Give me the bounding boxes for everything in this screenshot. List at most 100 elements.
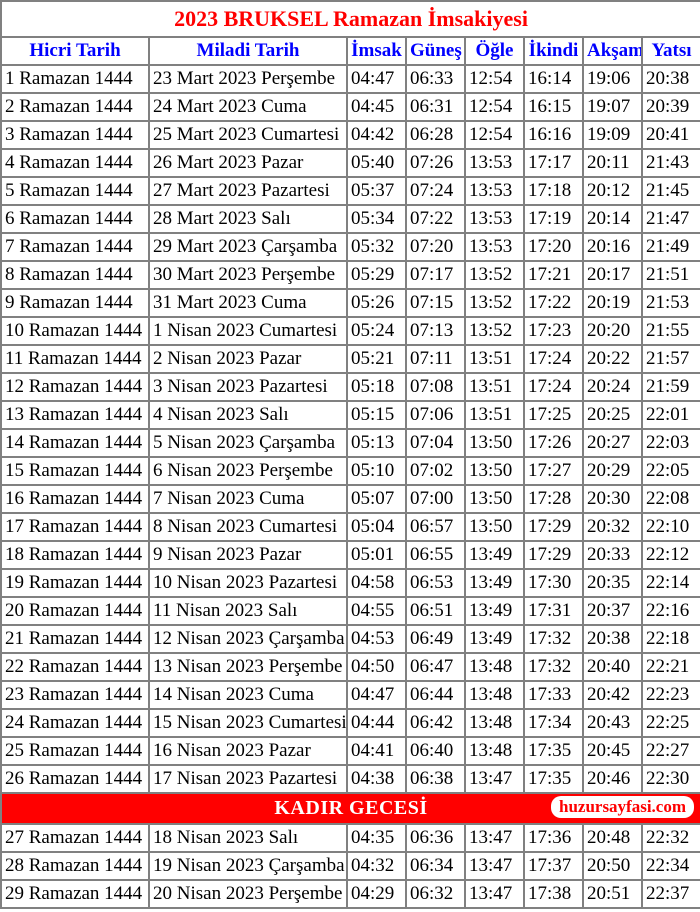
cell-time: 06:38	[406, 765, 465, 793]
cell-time: 20:20	[583, 317, 642, 345]
cell-time: 04:41	[347, 737, 406, 765]
cell-time: 22:05	[642, 457, 700, 485]
cell-hicri: 19 Ramazan 1444	[1, 569, 149, 597]
table-row: 18 Ramazan 14449 Nisan 2023 Pazar05:0106…	[1, 541, 700, 569]
cell-time: 13:48	[465, 681, 524, 709]
cell-time: 21:53	[642, 289, 700, 317]
cell-miladi: 18 Nisan 2023 Salı	[149, 824, 347, 852]
cell-time: 13:50	[465, 457, 524, 485]
cell-time: 17:33	[524, 681, 583, 709]
cell-time: 06:57	[406, 513, 465, 541]
cell-time: 07:17	[406, 261, 465, 289]
cell-time: 22:10	[642, 513, 700, 541]
cell-time: 17:27	[524, 457, 583, 485]
cell-time: 17:19	[524, 205, 583, 233]
table-row: 20 Ramazan 144411 Nisan 2023 Salı04:5506…	[1, 597, 700, 625]
cell-time: 22:08	[642, 485, 700, 513]
table-row: 10 Ramazan 14441 Nisan 2023 Cumartesi05:…	[1, 317, 700, 345]
cell-miladi: 11 Nisan 2023 Salı	[149, 597, 347, 625]
cell-time: 20:51	[583, 880, 642, 908]
cell-time: 22:30	[642, 765, 700, 793]
cell-hicri: 29 Ramazan 1444	[1, 880, 149, 908]
cell-time: 17:21	[524, 261, 583, 289]
cell-time: 13:49	[465, 569, 524, 597]
cell-time: 21:55	[642, 317, 700, 345]
cell-time: 05:04	[347, 513, 406, 541]
table-row: 4 Ramazan 144426 Mart 2023 Pazar05:4007:…	[1, 149, 700, 177]
cell-time: 07:06	[406, 401, 465, 429]
cell-hicri: 10 Ramazan 1444	[1, 317, 149, 345]
cell-time: 13:51	[465, 373, 524, 401]
cell-time: 05:01	[347, 541, 406, 569]
cell-time: 17:20	[524, 233, 583, 261]
cell-time: 19:07	[583, 93, 642, 121]
cell-time: 20:16	[583, 233, 642, 261]
cell-time: 22:25	[642, 709, 700, 737]
table-row: 23 Ramazan 144414 Nisan 2023 Cuma04:4706…	[1, 681, 700, 709]
cell-time: 04:44	[347, 709, 406, 737]
cell-time: 13:49	[465, 597, 524, 625]
cell-time: 04:42	[347, 121, 406, 149]
table-row: 7 Ramazan 144429 Mart 2023 Çarşamba05:32…	[1, 233, 700, 261]
col-ogle: Öğle	[465, 37, 524, 65]
cell-time: 05:24	[347, 317, 406, 345]
cell-time: 05:34	[347, 205, 406, 233]
cell-miladi: 5 Nisan 2023 Çarşamba	[149, 429, 347, 457]
cell-time: 17:23	[524, 317, 583, 345]
cell-time: 05:10	[347, 457, 406, 485]
cell-time: 07:08	[406, 373, 465, 401]
cell-time: 04:47	[347, 681, 406, 709]
cell-hicri: 20 Ramazan 1444	[1, 597, 149, 625]
cell-time: 07:11	[406, 345, 465, 373]
cell-miladi: 23 Mart 2023 Perşembe	[149, 65, 347, 93]
cell-time: 13:50	[465, 513, 524, 541]
site-badge: huzursayfasi.com	[551, 796, 694, 818]
table-row: 6 Ramazan 144428 Mart 2023 Salı05:3407:2…	[1, 205, 700, 233]
cell-time: 17:32	[524, 625, 583, 653]
cell-time: 04:45	[347, 93, 406, 121]
cell-miladi: 16 Nisan 2023 Pazar	[149, 737, 347, 765]
cell-time: 07:13	[406, 317, 465, 345]
cell-time: 20:41	[642, 121, 700, 149]
table-row: 28 Ramazan 144419 Nisan 2023 Çarşamba04:…	[1, 852, 700, 880]
cell-time: 05:32	[347, 233, 406, 261]
cell-time: 06:32	[406, 880, 465, 908]
cell-time: 21:57	[642, 345, 700, 373]
table-row: 19 Ramazan 144410 Nisan 2023 Pazartesi04…	[1, 569, 700, 597]
imsakiye-table: 2023 BRUKSEL Ramazan İmsakiyesi Hicri Ta…	[0, 0, 700, 909]
cell-time: 05:26	[347, 289, 406, 317]
cell-time: 06:51	[406, 597, 465, 625]
cell-miladi: 2 Nisan 2023 Pazar	[149, 345, 347, 373]
cell-time: 05:13	[347, 429, 406, 457]
cell-hicri: 24 Ramazan 1444	[1, 709, 149, 737]
cell-miladi: 14 Nisan 2023 Cuma	[149, 681, 347, 709]
cell-time: 20:39	[642, 93, 700, 121]
cell-hicri: 9 Ramazan 1444	[1, 289, 149, 317]
title-row: 2023 BRUKSEL Ramazan İmsakiyesi	[1, 1, 700, 37]
cell-hicri: 15 Ramazan 1444	[1, 457, 149, 485]
table-row: 15 Ramazan 14446 Nisan 2023 Perşembe05:1…	[1, 457, 700, 485]
cell-time: 22:23	[642, 681, 700, 709]
cell-time: 13:52	[465, 317, 524, 345]
col-yatsi: Yatsı	[642, 37, 700, 65]
cell-miladi: 15 Nisan 2023 Cumartesi	[149, 709, 347, 737]
cell-time: 21:59	[642, 373, 700, 401]
col-hicri: Hicri Tarih	[1, 37, 149, 65]
cell-time: 20:27	[583, 429, 642, 457]
cell-miladi: 3 Nisan 2023 Pazartesi	[149, 373, 347, 401]
cell-time: 12:54	[465, 93, 524, 121]
cell-time: 04:35	[347, 824, 406, 852]
cell-hicri: 21 Ramazan 1444	[1, 625, 149, 653]
cell-time: 20:32	[583, 513, 642, 541]
cell-miladi: 9 Nisan 2023 Pazar	[149, 541, 347, 569]
table-title: 2023 BRUKSEL Ramazan İmsakiyesi	[1, 1, 700, 37]
cell-miladi: 8 Nisan 2023 Cumartesi	[149, 513, 347, 541]
cell-hicri: 16 Ramazan 1444	[1, 485, 149, 513]
cell-time: 04:53	[347, 625, 406, 653]
table-row: 8 Ramazan 144430 Mart 2023 Perşembe05:29…	[1, 261, 700, 289]
table-row: 25 Ramazan 144416 Nisan 2023 Pazar04:410…	[1, 737, 700, 765]
table-row: 12 Ramazan 14443 Nisan 2023 Pazartesi05:…	[1, 373, 700, 401]
table-row: 22 Ramazan 144413 Nisan 2023 Perşembe04:…	[1, 653, 700, 681]
cell-time: 13:48	[465, 653, 524, 681]
cell-time: 06:28	[406, 121, 465, 149]
